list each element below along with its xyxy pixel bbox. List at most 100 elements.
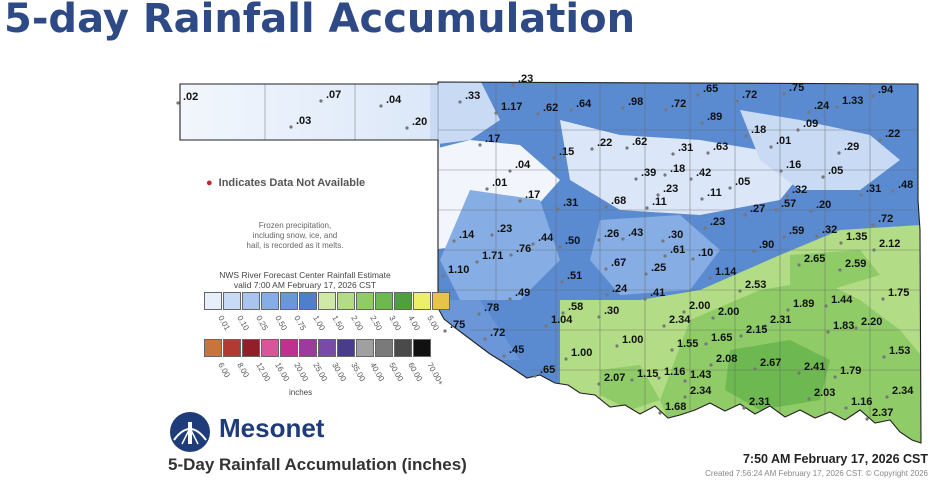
station-value: 1.43 [690,369,711,381]
station-dot [657,376,661,380]
station-dot [691,257,695,261]
station-value: .62 [543,102,558,114]
station-value: .61 [670,244,685,256]
created-note: Created 7:56:24 AM February 17, 2026 CST… [705,469,928,478]
station-dot [443,329,447,333]
station-value: .64 [576,98,592,110]
station-value: 1.16 [851,396,872,408]
station-dot [735,99,739,103]
station-dot [859,193,863,197]
station-value: .17 [525,189,540,201]
station-value: 1.89 [793,298,814,310]
color-swatch [204,292,222,310]
station-value: 2.03 [814,387,835,399]
color-swatch [413,292,431,310]
station-dot [796,128,800,132]
station-dot [644,272,648,276]
station-dot [683,395,687,399]
station-value: 2.67 [760,357,781,369]
station-value: 1.15 [637,368,658,380]
station-dot [753,367,757,371]
station-dot [854,326,858,330]
color-swatch [242,292,260,310]
station-dot [844,406,848,410]
station-value: .72 [742,89,757,101]
station-dot [826,330,830,334]
station-value: .20 [816,199,831,211]
state-outline [179,81,922,444]
station-value: 1.00 [622,334,643,346]
station-dot [885,395,889,399]
station-value: 2.31 [770,314,791,326]
station-value: 1.71 [482,250,503,262]
station-dot [625,146,629,150]
station-value: .42 [696,167,711,179]
station-dot [837,151,841,155]
station-value: .01 [492,177,507,189]
station-dot [494,111,498,115]
station-dot [621,106,625,110]
brand-name: Mesonet [219,413,325,443]
station-value: 2.12 [879,238,900,250]
color-swatch [375,339,393,357]
station-dot [478,143,482,147]
station-value: .57 [781,198,796,210]
station-value: 2.65 [804,253,825,265]
station-value: .23 [710,216,725,228]
scale-label: 0.50 [273,314,289,332]
station-value: 2.37 [872,407,893,419]
station-value: .23 [663,183,678,195]
station-dot [656,193,660,197]
station-value: .67 [611,257,626,269]
station-dot [508,297,512,301]
station-value: .90 [759,239,774,251]
station-value: 2.34 [690,385,712,397]
color-swatch [242,339,260,357]
station-dot [782,235,786,239]
station-value: .24 [814,100,830,112]
color-swatch [318,339,336,357]
station-value: 1.35 [846,231,867,243]
station-dot [704,342,708,346]
station-value: 1.55 [677,338,698,350]
station-value: .09 [803,118,818,130]
station-dot [815,234,819,238]
station-value: .17 [485,133,500,145]
station-value: 2.31 [749,396,770,408]
station-dot [703,226,707,230]
station-value: .31 [678,142,693,154]
station-dot [663,173,667,177]
station-dot [569,108,573,112]
station-value: .15 [559,146,574,158]
station-value: .20 [412,116,427,128]
timestamp: 7:50 AM February 17, 2026 CST [742,452,928,466]
station-dot [689,177,693,181]
station-dot [782,92,786,96]
station-dot [621,237,625,241]
station-dot [645,206,649,210]
color-swatch [413,339,431,357]
station-dot [809,209,813,213]
station-value: .43 [628,227,643,239]
station-value: .63 [713,141,728,153]
station-dot [509,253,513,257]
station-dot [824,304,828,308]
station-dot [441,274,445,278]
station-dot [742,406,746,410]
color-swatch [318,292,336,310]
station-value: 2.59 [845,258,866,270]
station-dot [475,260,479,264]
station-dot [664,108,668,112]
station-dot [700,121,704,125]
station-value: 2.08 [716,353,737,365]
station-dot [511,83,515,87]
scale-label: 2.50 [368,314,384,332]
station-value: .30 [668,229,683,241]
color-swatch [280,292,298,310]
station-dot [700,197,704,201]
station-value: .32 [822,224,837,236]
station-dot [508,169,512,173]
station-value: .27 [750,203,765,215]
color-swatch [261,292,279,310]
color-swatch [356,339,374,357]
